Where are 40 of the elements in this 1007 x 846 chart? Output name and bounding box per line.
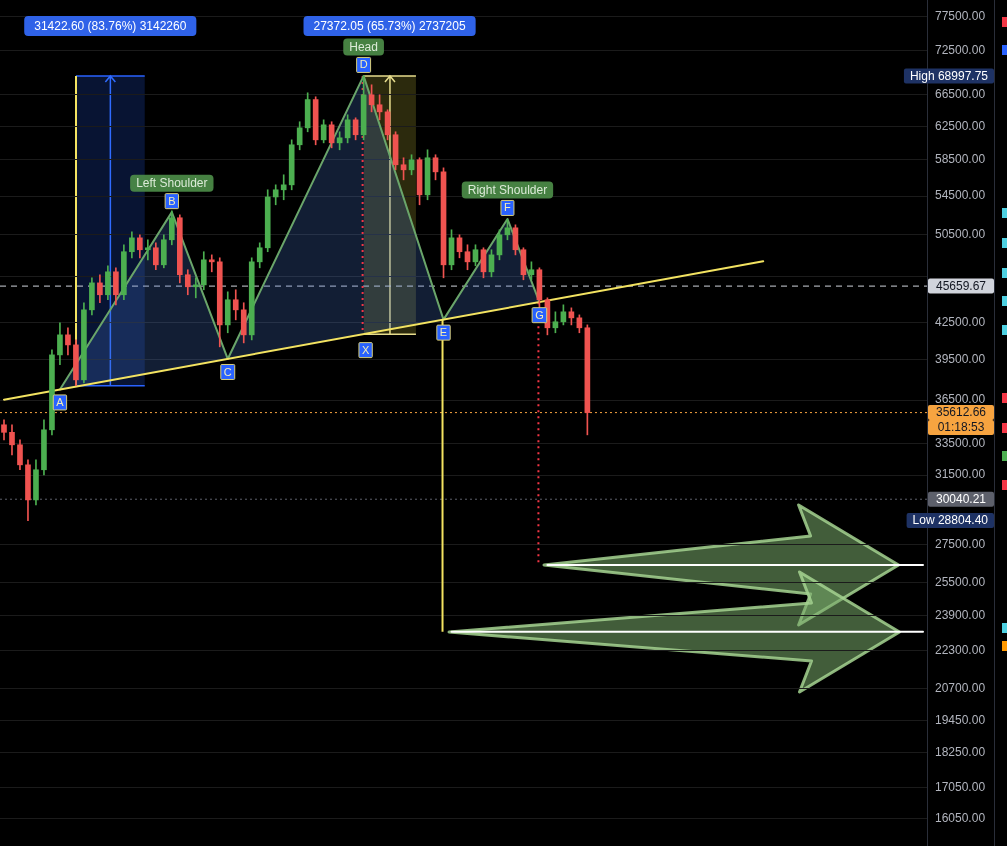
y-tick-label: 23900.00 xyxy=(935,607,986,622)
annotation: Head xyxy=(349,39,378,54)
ref-line-label: 30040.21 xyxy=(935,492,987,507)
y-tick-label: 22300.00 xyxy=(935,643,986,658)
y-tick-label: 33500.00 xyxy=(935,436,986,451)
ref-line-label: 35612.66 xyxy=(935,405,987,420)
y-tick-label: 54500.00 xyxy=(935,188,986,203)
annotation: Right Shoulder xyxy=(467,182,548,197)
y-tick-label: 77500.00 xyxy=(935,9,986,24)
annotation: High 68997.75 xyxy=(909,68,989,83)
y-tick-label: 18250.00 xyxy=(935,745,986,760)
y-tick-label: 17050.00 xyxy=(935,779,986,794)
annotation: Low 28804.40 xyxy=(912,513,989,528)
y-tick-label: 20700.00 xyxy=(935,681,986,696)
y-tick-label: 25500.00 xyxy=(935,574,986,589)
y-tick-label: 66500.00 xyxy=(935,87,986,102)
data-label: G xyxy=(535,308,544,321)
y-tick-label: 39500.00 xyxy=(935,352,986,367)
annotation: X xyxy=(361,343,370,356)
y-tick-label: 16050.00 xyxy=(935,810,986,825)
y-tick-label: 42500.00 xyxy=(935,314,986,329)
y-tick-label: 62500.00 xyxy=(935,118,986,133)
y-tick-label: 36500.00 xyxy=(935,392,986,407)
ref-line-label: 45659.67 xyxy=(935,278,987,293)
y-tick-label: 31500.00 xyxy=(935,467,986,482)
data-label: B xyxy=(168,194,176,207)
text: 01:18:53 xyxy=(937,420,985,435)
data-label: F xyxy=(504,201,512,214)
annotation: 31422.60 (83.76%) 3142260 xyxy=(34,18,187,33)
y-tick-label: 72500.00 xyxy=(935,43,986,58)
y-tick-label: 50500.00 xyxy=(935,227,986,242)
data-label: C xyxy=(223,365,232,378)
data-label: E xyxy=(439,326,448,339)
annotation: 27372.05 (65.73%) 2737205 xyxy=(313,18,466,33)
y-tick-label: 27500.00 xyxy=(935,536,986,551)
data-label: A xyxy=(56,395,65,408)
y-tick-label: 19450.00 xyxy=(935,712,986,727)
annotation: Left Shoulder xyxy=(136,175,208,190)
y-tick-label: 58500.00 xyxy=(935,152,986,167)
data-label: D xyxy=(359,58,368,71)
